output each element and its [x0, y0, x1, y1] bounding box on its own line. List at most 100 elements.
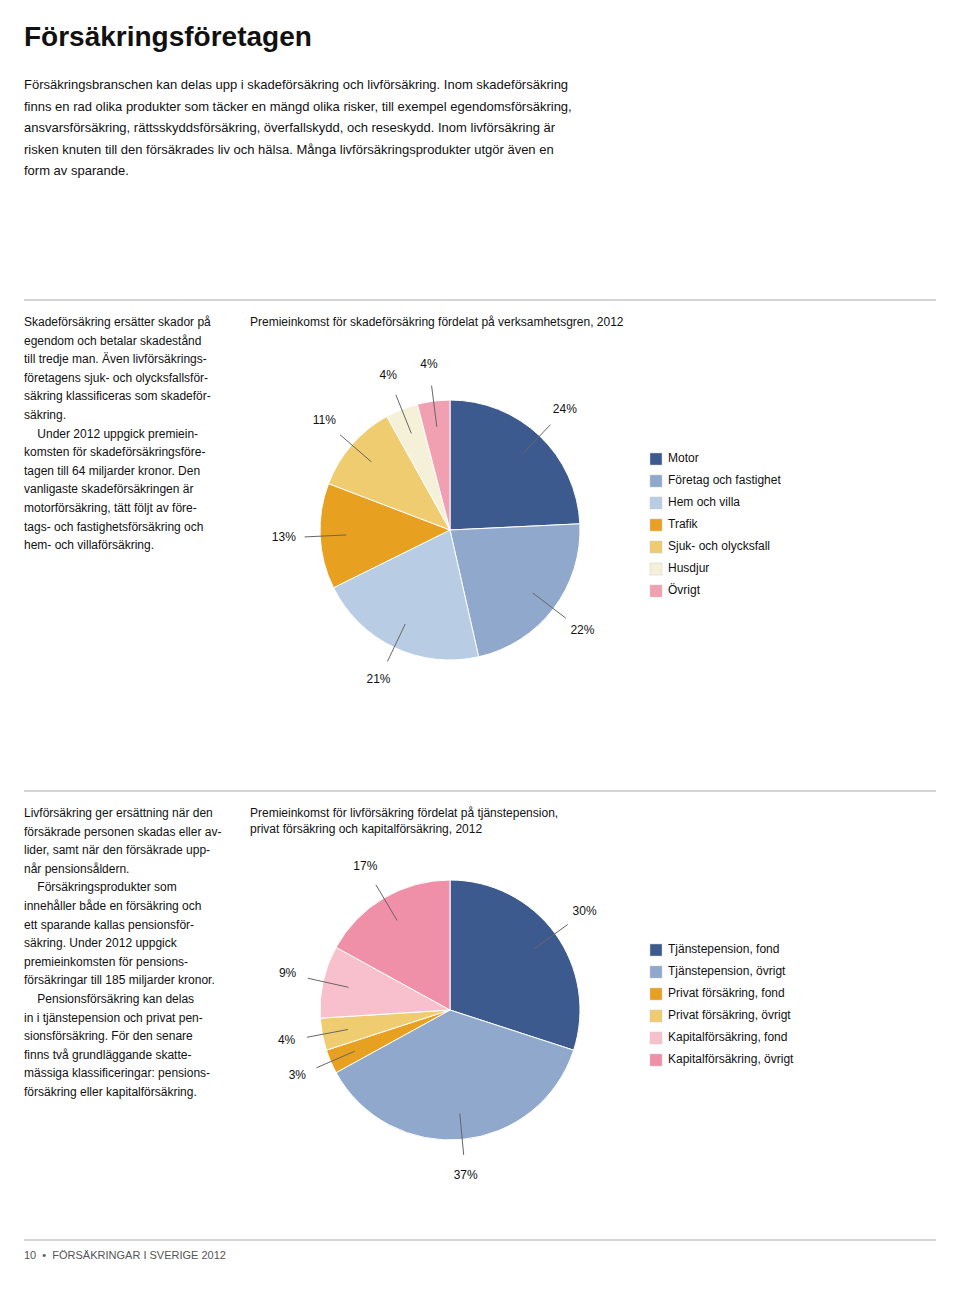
leader-line: [316, 1051, 354, 1068]
legend-item: Motor: [650, 451, 699, 465]
legend-label: Trafik: [668, 517, 699, 531]
side-text-line: egendom och betalar skadestånd: [24, 334, 201, 348]
side-text-line: tagen till 64 miljarder kronor. Den: [24, 464, 200, 478]
side-text-line: säkring.: [24, 408, 66, 422]
data-label: 3%: [289, 1068, 307, 1082]
leader-line: [305, 535, 347, 537]
legend-item: Trafik: [650, 517, 699, 531]
side-text-line: tags- och fastighetsförsäkring och: [24, 520, 203, 534]
side-text-line: säkring. Under 2012 uppgick: [24, 936, 178, 950]
page-title-line: Försäkringsföretagen: [24, 21, 312, 52]
side-text-line: säkring klassificeras som skadeför-: [24, 389, 211, 403]
data-label: 4%: [420, 357, 438, 371]
data-label: 21%: [366, 672, 390, 686]
pie-slice: [450, 400, 580, 530]
pie-area: 24%22%21%13%11%4%4%: [272, 357, 595, 686]
legend-swatch: [650, 1010, 662, 1022]
pie-slice: [336, 880, 450, 1010]
leader-line: [307, 1029, 348, 1037]
header-text-line: risken knuten till den försäkrades liv o…: [24, 142, 554, 157]
legend-swatch: [650, 988, 662, 1000]
legend-swatch: [650, 541, 662, 553]
separator: [24, 1240, 936, 1241]
legend-item: Kapitalförsäkring, övrigt: [650, 1052, 794, 1066]
legend-swatch: [650, 563, 662, 575]
side-text-line: mässiga klassificeringar: pensions-: [24, 1066, 210, 1080]
legend-item: Hem och villa: [650, 495, 740, 509]
page: Försäkringsföretagen Försäkringsbranschen…: [0, 0, 960, 1292]
pie-area: 30%37%3%4%9%17%: [278, 859, 597, 1182]
legend-item: Övrigt: [650, 583, 701, 597]
chart-title: Premieinkomst för skadeförsäkring fördel…: [250, 315, 624, 329]
side-text-line: till tredje man. Även livförsäkrings-: [24, 352, 207, 366]
leader-line: [376, 885, 397, 921]
legend: Tjänstepension, fond Tjänstepension, övri…: [650, 942, 794, 1066]
page-title: Försäkringsföretagen: [24, 21, 312, 52]
legend-label: Övrigt: [668, 583, 701, 597]
leader-line: [534, 924, 568, 948]
legend-label: Företag och fastighet: [668, 473, 781, 487]
data-label: 22%: [570, 623, 594, 637]
data-label: 11%: [313, 413, 336, 427]
side-text-line: försäkrade personen skadas eller av-: [24, 825, 221, 839]
separator: [24, 791, 936, 792]
side-text-line: Skadeförsäkring ersätter skador på: [24, 315, 211, 329]
legend-item: Privat försäkring, övrigt: [650, 1008, 791, 1022]
data-label: 4%: [278, 1033, 296, 1047]
footer-text: 10 • FÖRSÄKRINGAR I SVERIGE 2012: [24, 1249, 226, 1261]
legend-item: Sjuk- och olycksfall: [650, 539, 770, 553]
legend: Motor Företag och fastighet Hem och villa T…: [650, 451, 781, 597]
legend-item: Kapitalförsäkring, fond: [650, 1030, 787, 1044]
leader-line: [432, 386, 437, 427]
legend-label: Hem och villa: [668, 495, 740, 509]
legend-item: Tjänstepension, övrigt: [650, 964, 786, 978]
pie-slice: [417, 400, 450, 530]
side-text-line: in i tjänstepension och privat pen-: [24, 1011, 203, 1025]
header-text-line: ansvarsförsäkring, rättsskyddsförsäkring…: [24, 120, 556, 135]
legend-swatch: [650, 1054, 662, 1066]
legend-swatch: [650, 453, 662, 465]
header-text: Försäkringsbranschen kan delas upp i ska…: [24, 77, 572, 178]
side-text: Skadeförsäkring ersätter skador på egendo…: [24, 315, 211, 552]
side-text-line: Livförsäkring ger ersättning när den: [24, 806, 213, 820]
leader-line: [460, 1114, 464, 1155]
legend-label: Tjänstepension, fond: [668, 942, 779, 956]
legend-swatch: [650, 966, 662, 978]
leader-line: [533, 593, 566, 618]
side-text-line: komsten för skadeförsäkringsföre-: [24, 445, 205, 459]
side-text-line: försäkringar till 185 miljarder kronor.: [24, 973, 215, 987]
side-text-line: finns två grundläggande skatte-: [24, 1048, 191, 1062]
chart-title-line: Premieinkomst för livförsäkring fördelat…: [250, 806, 558, 820]
legend-swatch: [650, 519, 662, 531]
legend-swatch: [650, 475, 662, 487]
side-text-line: vanligaste skadeförsäkringen är: [24, 482, 193, 496]
legend-label: Kapitalförsäkring, fond: [668, 1030, 787, 1044]
legend-label: Privat försäkring, övrigt: [668, 1008, 791, 1022]
side-text-line: hem- och villaförsäkring.: [24, 538, 154, 552]
data-label: 30%: [573, 904, 597, 918]
data-label: 37%: [454, 1168, 478, 1182]
leader-line: [387, 624, 405, 662]
legend-label: Motor: [668, 451, 699, 465]
legend-swatch: [650, 1032, 662, 1044]
pie-chart: Livförsäkring ger ersättning när den förs…: [24, 806, 794, 1182]
legend-item: Företag och fastighet: [650, 473, 781, 487]
legend-label: Sjuk- och olycksfall: [668, 539, 770, 553]
data-label: 9%: [279, 966, 297, 980]
side-text-line: motorförsäkring, tätt följt av före-: [24, 501, 197, 515]
chart-title-line: privat försäkring och kapitalförsäkring,…: [250, 822, 482, 836]
pie-chart: Skadeförsäkring ersätter skador på egendo…: [24, 315, 781, 686]
side-text-line: ett sparande kallas pensionsför-: [24, 918, 194, 932]
separator: [24, 300, 936, 301]
side-text-line: försäkring eller kapitalförsäkring.: [24, 1085, 197, 1099]
legend-label: Kapitalförsäkring, övrigt: [668, 1052, 794, 1066]
leader-line: [522, 425, 551, 455]
leader-line: [308, 978, 349, 987]
side-text-line: premieinkomsten för pensions-: [24, 955, 188, 969]
legend-swatch: [650, 585, 662, 597]
side-text: Livförsäkring ger ersättning när den förs…: [24, 806, 221, 1099]
data-label: 13%: [272, 530, 296, 544]
side-text-line: Under 2012 uppgick premiein-: [24, 427, 198, 441]
legend-label: Privat försäkring, fond: [668, 986, 785, 1000]
leader-line: [396, 395, 411, 434]
